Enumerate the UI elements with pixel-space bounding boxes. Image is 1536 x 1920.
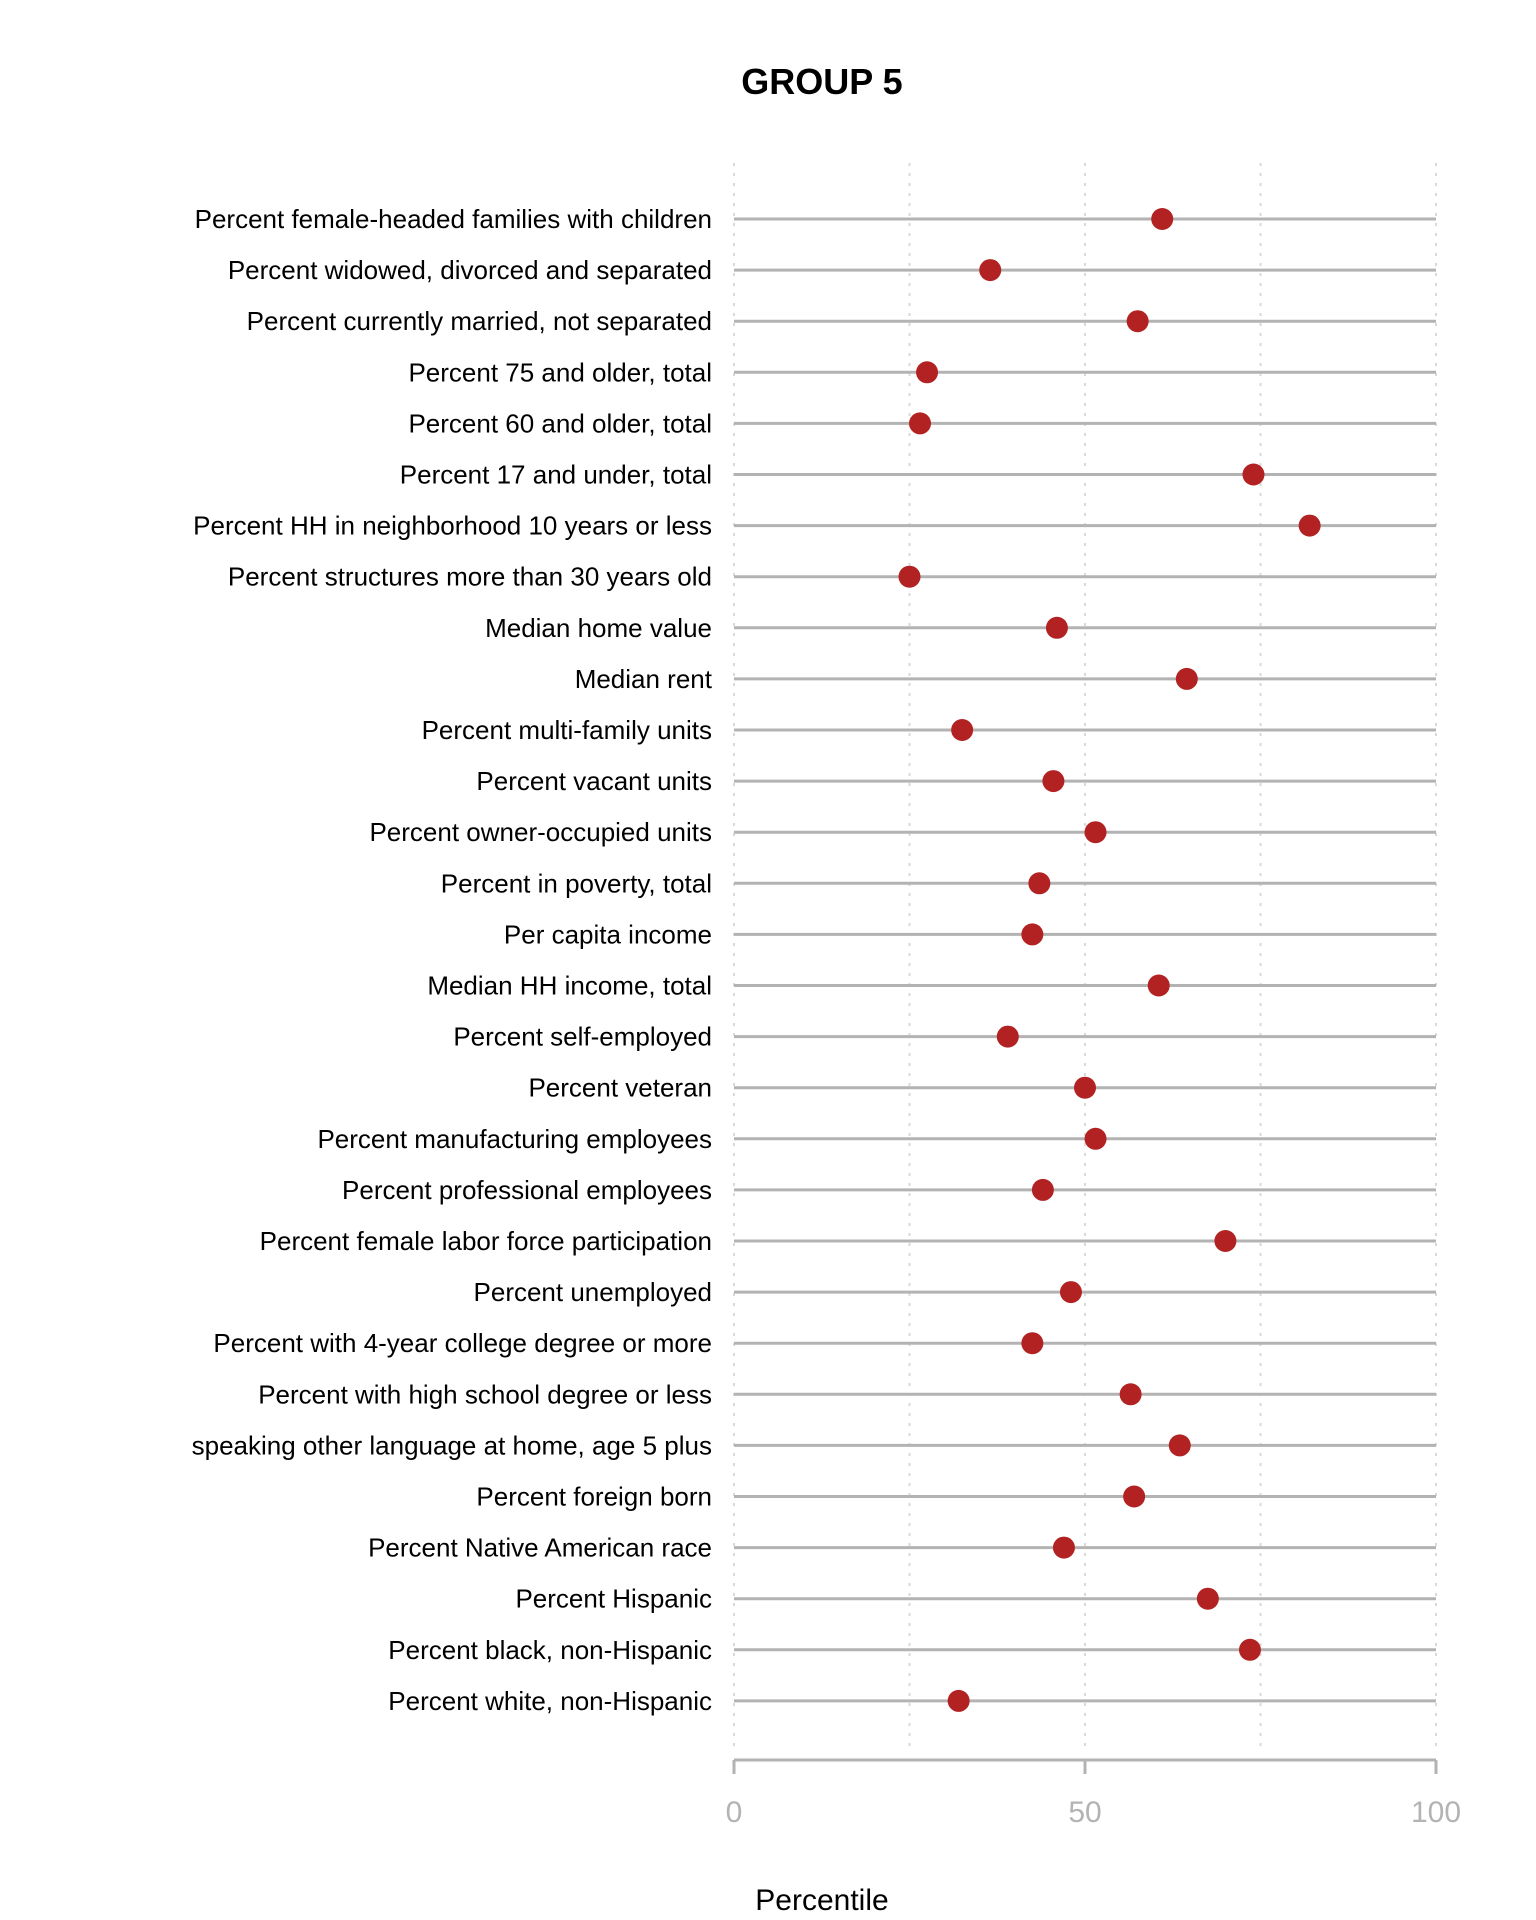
- category-label: speaking other language at home, age 5 p…: [192, 1430, 712, 1460]
- data-point: [1238, 1638, 1261, 1661]
- category-label: Percent Native American race: [368, 1533, 712, 1563]
- data-point: [1242, 463, 1265, 486]
- x-tick-label: 0: [726, 1796, 743, 1829]
- data-point: [1298, 514, 1321, 537]
- data-point: [979, 259, 1002, 282]
- data-point: [1021, 923, 1044, 946]
- data-point: [1074, 1076, 1096, 1099]
- data-point: [898, 565, 921, 588]
- data-point: [1175, 667, 1198, 690]
- data-point: [1196, 1587, 1219, 1610]
- data-point: [951, 719, 974, 741]
- data-point: [1126, 310, 1149, 333]
- category-label: Median rent: [575, 664, 713, 694]
- data-point: [1059, 1281, 1082, 1304]
- category-label: Percent manufacturing employees: [317, 1124, 712, 1154]
- data-point: [1151, 208, 1174, 230]
- rows-layer: Percent female-headed families with chil…: [192, 204, 1436, 1716]
- category-label: Percent in poverty, total: [441, 868, 712, 898]
- category-label: Percent with high school degree or less: [258, 1379, 712, 1409]
- data-point: [1042, 770, 1065, 793]
- data-point: [947, 1689, 970, 1712]
- category-label: Percent female-headed families with chil…: [195, 204, 712, 234]
- x-axis: 0 50 100: [726, 1758, 1461, 1829]
- data-point: [1084, 821, 1107, 844]
- category-label: Percent 75 and older, total: [408, 357, 712, 387]
- data-point: [1021, 1332, 1044, 1355]
- data-point: [1147, 974, 1170, 997]
- data-point: [916, 361, 939, 384]
- category-label: Percent foreign born: [476, 1482, 712, 1512]
- category-label: Percent owner-occupied units: [369, 817, 712, 847]
- category-label: Percent professional employees: [342, 1175, 712, 1205]
- category-label: Percent 60 and older, total: [408, 408, 712, 438]
- category-label: Percent self-employed: [453, 1022, 712, 1052]
- data-point: [1123, 1485, 1146, 1508]
- x-tick-label: 100: [1411, 1796, 1461, 1829]
- category-label: Median HH income, total: [427, 971, 712, 1001]
- data-point: [1084, 1127, 1107, 1150]
- category-label: Percent currently married, not separated: [247, 306, 712, 336]
- category-label: Percent 17 and under, total: [400, 460, 712, 490]
- x-tick-label: 50: [1068, 1796, 1101, 1829]
- data-point: [1052, 1536, 1075, 1559]
- category-label: Per capita income: [504, 919, 712, 949]
- category-label: Percent multi-family units: [422, 715, 712, 745]
- category-label: Percent black, non-Hispanic: [388, 1635, 712, 1665]
- data-point: [1028, 872, 1051, 895]
- category-label: Median home value: [485, 613, 712, 643]
- category-label: Percent HH in neighborhood 10 years or l…: [193, 511, 712, 541]
- grid-layer: [733, 163, 1437, 1748]
- category-label: Percent unemployed: [474, 1277, 712, 1307]
- data-point: [1031, 1178, 1054, 1201]
- data-point: [1168, 1434, 1191, 1457]
- x-axis-title: Percentile: [755, 1884, 888, 1917]
- data-point: [1214, 1230, 1237, 1252]
- category-label: Percent Hispanic: [515, 1584, 712, 1614]
- data-point: [1119, 1383, 1142, 1406]
- category-label: Percent white, non-Hispanic: [388, 1686, 712, 1716]
- data-point: [996, 1025, 1019, 1048]
- chart-title: GROUP 5: [741, 61, 902, 102]
- category-label: Percent vacant units: [476, 766, 712, 796]
- data-point: [909, 412, 932, 435]
- category-label: Percent with 4-year college degree or mo…: [213, 1328, 712, 1358]
- data-point: [1045, 616, 1068, 639]
- category-label: Percent veteran: [528, 1073, 712, 1103]
- category-label: Percent widowed, divorced and separated: [228, 255, 712, 285]
- category-label: Percent structures more than 30 years ol…: [228, 562, 712, 592]
- category-label: Percent female labor force participation: [260, 1226, 712, 1256]
